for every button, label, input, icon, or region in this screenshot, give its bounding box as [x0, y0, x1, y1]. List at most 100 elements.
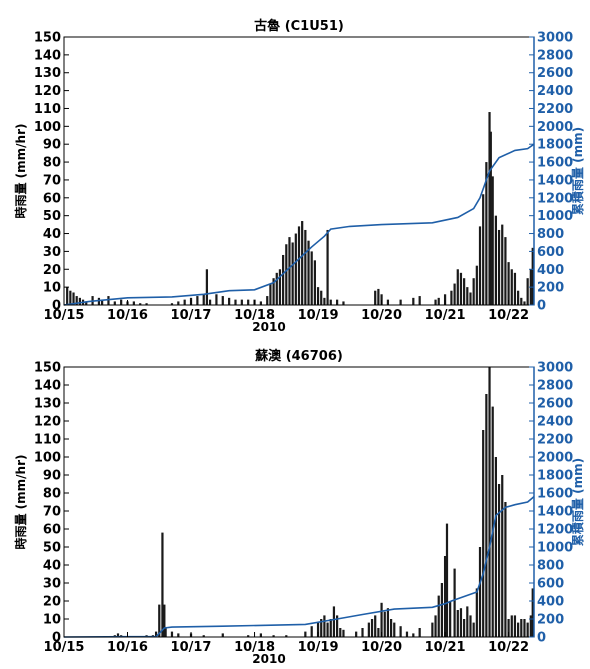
rain-bar [491, 176, 494, 305]
rain-bar [489, 131, 492, 305]
right-y-tick-label: 600 [537, 245, 564, 260]
rain-bar [405, 631, 409, 637]
right-y-axis-label: 累積雨量 (mm) [570, 458, 585, 546]
rain-bar [497, 484, 501, 637]
left-y-tick-label: 30 [43, 577, 61, 592]
rain-bar [361, 628, 364, 637]
rain-bar [475, 265, 478, 305]
rain-bar [259, 633, 262, 637]
rain-bar [472, 622, 475, 637]
rain-bar [269, 283, 272, 305]
rain-bar [523, 301, 526, 305]
right-y-tick-label: 2200 [537, 433, 573, 448]
rain-bar [228, 297, 231, 305]
rain-bar [434, 615, 437, 637]
right-y-tick-label: 200 [537, 613, 564, 628]
rain-bar [510, 615, 513, 637]
left-y-axis-label: 時雨量 (mm/hr) [13, 124, 28, 219]
rain-bar [301, 221, 304, 305]
rain-bar [297, 226, 301, 305]
rain-bar [272, 635, 275, 637]
left-y-tick-label: 110 [34, 102, 61, 117]
left-y-tick-label: 90 [43, 469, 61, 484]
rain-bar [78, 297, 81, 305]
rain-bar [282, 254, 285, 305]
rain-bar [342, 629, 345, 637]
rain-bar [445, 523, 449, 637]
right-y-axis-label: 累積雨量 (mm) [570, 127, 585, 215]
rain-bar [466, 606, 469, 637]
rain-bar [437, 595, 440, 637]
rain-bar [234, 299, 237, 305]
rain-bar [418, 628, 421, 637]
rain-bar [491, 406, 494, 637]
rain-bar [380, 294, 383, 305]
rain-bar [520, 619, 523, 637]
rain-bar [494, 457, 497, 637]
rain-bar [374, 290, 377, 305]
rain-bar [469, 292, 472, 305]
rain-bar [326, 229, 329, 305]
left-y-tick-label: 100 [34, 120, 61, 135]
rain-bar [504, 502, 507, 637]
rain-bar [139, 303, 142, 305]
rain-bar [66, 287, 69, 305]
rain-bar [497, 229, 501, 305]
right-y-tick-label: 2600 [537, 66, 573, 81]
x-tick-label: 10/21 [425, 308, 466, 323]
rain-bar [466, 287, 469, 305]
rain-bar [453, 568, 456, 637]
rain-bar [266, 296, 269, 305]
rain-bar [69, 290, 72, 305]
left-y-tick-label: 0 [52, 631, 61, 646]
x-axis-label: 2010 [252, 652, 285, 665]
left-y-tick-label: 60 [43, 523, 61, 538]
x-tick-label: 10/22 [488, 640, 529, 655]
x-tick-label: 10/16 [107, 640, 148, 655]
rain-bar [170, 631, 174, 637]
x-axis-label: 2010 [252, 320, 285, 334]
rain-bar [120, 299, 123, 305]
left-y-tick-label: 0 [52, 299, 61, 314]
right-y-tick-label: 1600 [537, 487, 573, 502]
rain-bar [453, 283, 456, 305]
right-y-tick-label: 0 [537, 631, 546, 646]
right-y-tick-label: 1000 [537, 209, 573, 224]
rain-bar [463, 278, 466, 305]
rain-bar [393, 622, 396, 637]
rain-bar [386, 608, 390, 637]
rain-bar [177, 633, 180, 637]
rain-bar [304, 229, 307, 305]
left-y-tick-label: 10 [43, 613, 61, 628]
rain-bar [285, 635, 288, 637]
rain-bar [310, 251, 313, 305]
left-y-tick-label: 60 [43, 191, 61, 206]
x-tick-label: 10/19 [298, 308, 339, 323]
rain-bar [329, 299, 332, 305]
rain-bar [158, 604, 161, 637]
chart-title: 蘇澳 (46706) [254, 348, 343, 364]
rain-bar [336, 299, 339, 305]
rain-bar [501, 224, 504, 305]
rain-bar [488, 112, 491, 305]
rain-bar [507, 262, 510, 305]
rain-bar [485, 394, 488, 637]
left-y-tick-label: 100 [34, 451, 61, 466]
rain-bar [278, 269, 282, 305]
rain-bar [313, 260, 316, 305]
rain-bar [449, 601, 452, 637]
rain-bar [482, 194, 485, 305]
left-y-tick-label: 10 [43, 281, 61, 296]
right-y-tick-label: 0 [537, 299, 546, 314]
rain-bar [437, 297, 440, 305]
rain-bar [459, 272, 463, 305]
right-y-tick-label: 2200 [537, 102, 573, 117]
rain-bar [161, 532, 164, 637]
rain-bar [478, 547, 482, 637]
x-tick-label: 10/16 [107, 308, 148, 323]
right-y-tick-label: 800 [537, 559, 564, 574]
rain-bar [332, 606, 336, 637]
rain-bar [510, 269, 513, 305]
rain-bar [472, 278, 475, 305]
right-y-tick-label: 600 [537, 577, 564, 592]
